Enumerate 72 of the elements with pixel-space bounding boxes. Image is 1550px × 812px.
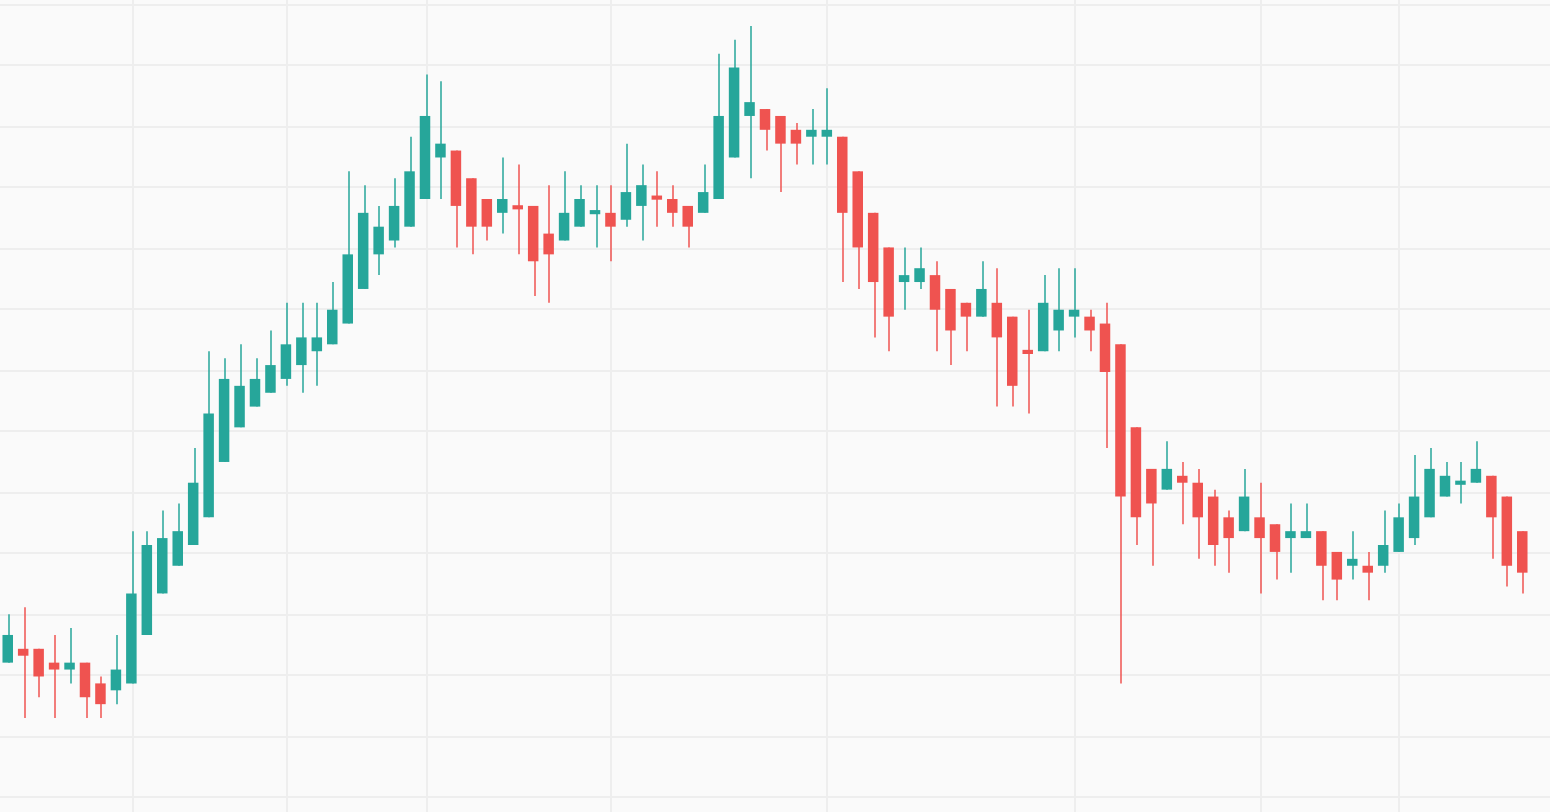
candlestick [265,329,276,394]
candlestick [589,184,601,249]
candlestick [1377,509,1389,574]
candlestick [1517,530,1528,595]
candlestick [620,142,632,228]
candlestick [388,177,400,249]
candlestick [960,301,972,353]
candlestick [806,108,817,166]
candlestick [898,246,910,311]
candlestick [2,613,13,664]
candlestick [1084,308,1095,353]
candlestick [1439,460,1451,498]
candlestick [296,301,307,394]
candlestick [1285,502,1296,574]
candlestick [914,246,925,290]
candlestick [1300,502,1312,540]
candlestick [991,267,1003,408]
candlestick [110,633,122,706]
candlestick [759,108,771,152]
candlestick [636,163,647,242]
candlestick [697,163,709,214]
candlestick [1254,481,1265,595]
candlestick [1362,550,1373,602]
candlestick [1455,460,1466,505]
candlestick [172,502,183,567]
candlestick [682,204,693,249]
candlestick [17,606,29,719]
candlestick [95,675,106,719]
candlestick [1408,454,1420,546]
candlestick [790,121,802,166]
candlestick [33,647,44,699]
candlestick [1068,267,1080,339]
candlestick [1331,550,1343,602]
candlestick [976,260,987,318]
candlestick [945,287,956,367]
candlestick [1316,530,1327,602]
candlestick [79,661,91,719]
candlestick [651,170,663,228]
candlestick [1022,308,1033,415]
candlestick [1347,530,1358,581]
candlestick [497,156,508,235]
candlestick [280,301,292,387]
candlestick [1269,523,1281,581]
candlestick [481,198,493,242]
candlestick [48,633,60,719]
candlestick [512,163,523,256]
candlestick [234,343,245,429]
candlestick [543,184,554,304]
candlestick [1470,440,1482,484]
candlestick [929,260,941,353]
candlestick [1238,467,1250,533]
candlestick [249,357,261,408]
candlestick [64,627,75,685]
candlestick [1146,467,1157,567]
candlestick [1192,467,1203,560]
candlestick [775,114,786,194]
candlestick [1161,440,1173,491]
candlestick [744,25,755,180]
candlestick [311,301,323,387]
candlestick [1393,502,1404,553]
candlestick [667,184,678,228]
candlestick [558,170,570,242]
candlestick [1177,460,1188,526]
candlestick [327,281,338,346]
candlestick [821,87,833,166]
candlestick [1486,474,1497,560]
candlestick [1053,267,1064,353]
candlestick [435,80,446,200]
candlestick [373,204,384,277]
candlestick [1223,509,1234,574]
candlestick [574,184,585,228]
candlestick [605,184,616,263]
